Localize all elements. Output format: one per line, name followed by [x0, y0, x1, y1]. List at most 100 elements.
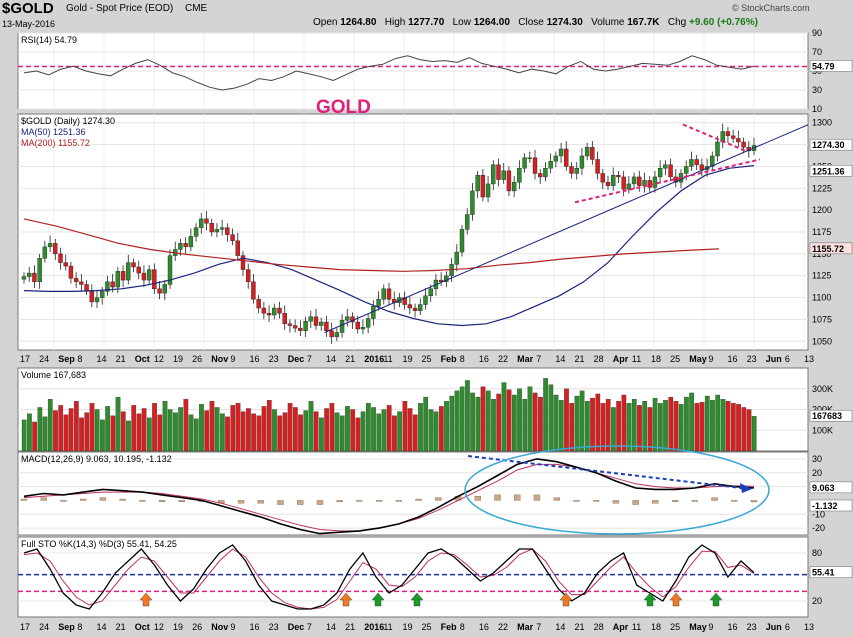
candle-body — [543, 167, 548, 178]
candle-body — [105, 281, 110, 292]
x-axis-bottom-label: 7 — [307, 622, 312, 632]
x-axis-bottom-label: Dec — [288, 622, 305, 632]
ohlc-readout: Open 1264.80 High 1277.70 Low 1264.00 Cl… — [313, 17, 758, 28]
volume-bar — [699, 402, 705, 452]
volume-bar — [115, 396, 121, 452]
stochastic-orange-arrow — [669, 592, 683, 607]
volume-bar — [298, 414, 303, 452]
candle-body — [37, 258, 42, 283]
volume-bar — [225, 416, 230, 452]
stochastic-orange-arrow — [339, 592, 353, 607]
volume-bar — [595, 393, 601, 452]
x-axis-top-label: 21 — [575, 354, 585, 364]
candle-body — [193, 227, 199, 237]
candle-body — [548, 160, 553, 169]
volume-bar — [277, 415, 283, 452]
price-tick-label: 1050 — [812, 336, 832, 346]
macd-histogram-bar — [356, 500, 363, 502]
rsi-last-value: 54.79 — [812, 61, 835, 71]
volume-bar — [79, 417, 84, 452]
macd-histogram-bar — [612, 500, 620, 504]
candle-body — [699, 164, 705, 171]
candle-body — [522, 157, 527, 169]
x-axis-bottom-label: Feb — [441, 622, 458, 632]
candle-body — [485, 183, 491, 198]
candle-body — [282, 313, 287, 324]
macd-histogram-bar — [79, 498, 87, 501]
candle-body — [465, 214, 470, 230]
candle-body — [256, 299, 261, 309]
candle-body — [355, 321, 360, 330]
volume-bar — [376, 413, 382, 452]
volume-bar — [173, 412, 178, 452]
volume-bar — [324, 408, 329, 452]
volume-bar — [146, 417, 152, 452]
macd-histogram-bar — [237, 500, 245, 504]
volume-bar — [433, 411, 439, 452]
volume-bar — [68, 408, 74, 452]
x-axis-top-label: 26 — [192, 354, 202, 364]
candle-body — [246, 269, 251, 283]
x-axis-bottom-label: 14 — [96, 622, 106, 632]
macd-histogram-bar — [494, 494, 501, 501]
volume-bar — [89, 403, 95, 452]
macd-histogram-bar — [40, 497, 47, 501]
macd-histogram-bar — [20, 498, 28, 501]
x-axis-bottom-label: 19 — [402, 622, 412, 632]
macd-histogram-bar — [119, 498, 126, 501]
volume-bar — [246, 408, 251, 452]
volume-bar — [475, 396, 481, 452]
volume-bar — [319, 417, 324, 452]
volume-bar — [485, 390, 491, 452]
x-axis-top-label: 11 — [383, 354, 392, 364]
x-axis-top-label: 19 — [402, 354, 412, 364]
volume-tick-label: 300K — [812, 384, 833, 394]
macd-histogram-bar — [592, 500, 600, 502]
candle-body — [574, 167, 579, 174]
volume-bar — [465, 380, 470, 452]
macd-tick-label: -10 — [812, 509, 825, 519]
volume-bar — [162, 401, 168, 452]
x-axis-bottom-label: 13 — [804, 622, 814, 632]
x-axis-bottom-label: 18 — [651, 622, 661, 632]
price-last-ma50: 1251.36 — [812, 166, 845, 176]
volume-bar — [501, 382, 507, 452]
volume-bar — [564, 388, 569, 452]
volume-bar — [491, 398, 496, 452]
volume-bar — [694, 403, 700, 452]
low-value: 1264.00 — [473, 17, 510, 28]
x-axis-top-label: Dec — [288, 354, 305, 364]
candle-body — [157, 288, 162, 294]
candle-body — [73, 278, 79, 283]
macd-histogram-bar — [158, 500, 166, 502]
volume-bar — [152, 403, 157, 452]
candle-body — [287, 323, 293, 326]
x-axis-bottom-label: 22 — [498, 622, 508, 632]
volume-bar — [412, 414, 418, 452]
volume-bar — [235, 403, 241, 452]
candle-body — [84, 284, 89, 291]
candle-body — [741, 141, 746, 148]
macd-histogram-bar — [277, 500, 284, 505]
macd-histogram-bar — [297, 500, 304, 505]
volume-bar — [689, 392, 694, 452]
volume-bar — [334, 412, 340, 452]
high-value: 1277.70 — [408, 17, 445, 28]
volume-bar — [548, 384, 554, 452]
candle-body — [402, 297, 407, 305]
volume-bar — [105, 406, 110, 452]
x-axis-top-label: 28 — [594, 354, 604, 364]
macd-title: MACD(12,26,9) 9.063, 10.195, -1.132 — [21, 454, 172, 464]
candle-body — [584, 147, 590, 157]
candle-body — [538, 173, 543, 178]
volume-bar — [126, 420, 131, 452]
x-axis-bottom-label: 19 — [173, 622, 183, 632]
rsi-last-value-box — [809, 60, 853, 72]
x-axis-top-label: 23 — [269, 354, 279, 364]
volume-bar — [506, 389, 512, 452]
price-legend-2: MA(200) 1155.72 — [21, 138, 90, 148]
volume-bar — [371, 407, 376, 452]
x-axis-bottom-label: 8 — [460, 622, 465, 632]
volume-bar — [590, 397, 595, 452]
price-tick-label: 1125 — [812, 271, 831, 281]
